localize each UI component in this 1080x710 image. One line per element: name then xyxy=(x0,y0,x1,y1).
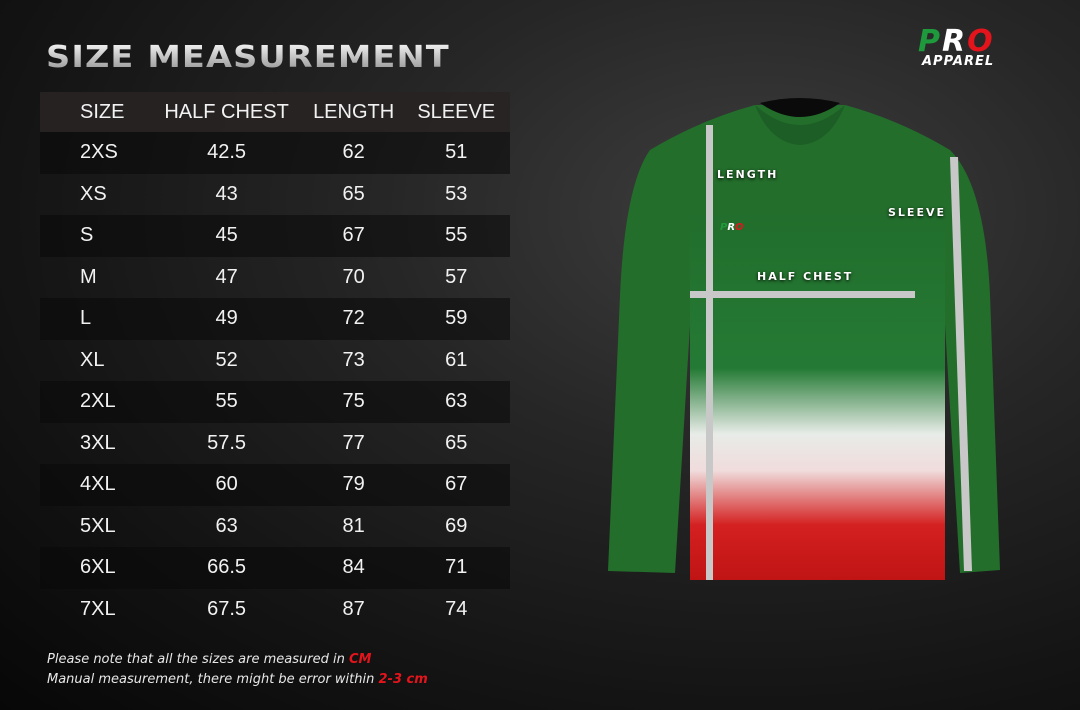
table-row: 4XL 60 79 67 xyxy=(40,464,510,506)
cell-half-chest: 43 xyxy=(215,182,238,205)
cell-sleeve: 55 xyxy=(445,224,468,247)
cell-size: L xyxy=(80,307,92,330)
table-row: XL 52 73 61 xyxy=(40,340,510,382)
cell-size: 3XL xyxy=(80,431,116,454)
cell-length: 81 xyxy=(342,514,365,537)
cell-sleeve: 51 xyxy=(445,141,468,164)
table-row: 3XL 57.5 77 65 xyxy=(40,423,510,465)
table-row: M 47 70 57 xyxy=(40,257,510,299)
cell-half-chest: 66.5 xyxy=(207,556,247,579)
cell-sleeve: 74 xyxy=(445,597,468,620)
cell-half-chest: 49 xyxy=(215,307,238,330)
cell-size: 6XL xyxy=(80,556,116,579)
cell-length: 65 xyxy=(342,182,365,205)
table-row: S 45 67 55 xyxy=(40,215,510,257)
cell-length: 77 xyxy=(342,431,365,454)
half-chest-label: HALF CHEST xyxy=(757,270,854,283)
table-row: 6XL 66.5 84 71 xyxy=(40,547,510,589)
units-highlight: CM xyxy=(348,652,372,667)
cell-sleeve: 61 xyxy=(445,348,468,371)
cell-size: 5XL xyxy=(80,514,116,537)
cell-length: 84 xyxy=(342,556,365,579)
logo-pro: PRO xyxy=(918,24,995,59)
cell-half-chest: 67.5 xyxy=(207,597,247,620)
size-table: SIZE HALF CHEST LENGTH SLEEVE 2XS 42.5 62 5… xyxy=(40,92,510,630)
cell-length: 67 xyxy=(342,224,365,247)
cell-length: 62 xyxy=(342,141,365,164)
cell-size: 2XS xyxy=(80,141,118,164)
brand-logo: PRO APPAREL xyxy=(918,24,1043,69)
shirt-illustration: PRO xyxy=(608,98,1000,580)
table-row: 7XL 67.5 87 74 xyxy=(40,589,510,631)
header-half-chest: HALF CHEST xyxy=(164,100,289,123)
cell-sleeve: 57 xyxy=(445,265,468,288)
cell-sleeve: 69 xyxy=(445,514,468,537)
error-highlight: 2-3 cm xyxy=(378,672,428,687)
page-title: SIZE MEASUREMENT xyxy=(46,40,450,75)
cell-half-chest: 60 xyxy=(215,473,238,496)
cell-length: 70 xyxy=(342,265,365,288)
sleeve-label: SLEEVE xyxy=(888,206,946,219)
cell-size: 2XL xyxy=(80,390,116,413)
table-row: 2XS 42.5 62 51 xyxy=(40,132,510,174)
cell-length: 75 xyxy=(342,390,365,413)
table-header: SIZE HALF CHEST LENGTH SLEEVE xyxy=(40,92,510,132)
table-row: XS 43 65 53 xyxy=(40,174,510,216)
cell-size: XL xyxy=(80,348,105,371)
cell-half-chest: 47 xyxy=(215,265,238,288)
header-sleeve: SLEEVE xyxy=(417,100,496,123)
note-error: Manual measurement, there might be error… xyxy=(47,672,428,687)
logo-apparel: APPAREL xyxy=(922,54,995,69)
cell-half-chest: 63 xyxy=(215,514,238,537)
cell-length: 73 xyxy=(342,348,365,371)
cell-half-chest: 55 xyxy=(215,390,238,413)
cell-half-chest: 45 xyxy=(215,224,238,247)
cell-size: M xyxy=(80,265,97,288)
cell-size: XS xyxy=(80,182,107,205)
table-row: 2XL 55 75 63 xyxy=(40,381,510,423)
cell-sleeve: 71 xyxy=(445,556,468,579)
cell-size: 7XL xyxy=(80,597,116,620)
cell-length: 79 xyxy=(342,473,365,496)
table-row: 5XL 63 81 69 xyxy=(40,506,510,548)
cell-sleeve: 63 xyxy=(445,390,468,413)
cell-sleeve: 53 xyxy=(445,182,468,205)
cell-sleeve: 65 xyxy=(445,431,468,454)
cell-half-chest: 42.5 xyxy=(207,141,247,164)
header-size: SIZE xyxy=(80,100,125,123)
cell-half-chest: 57.5 xyxy=(207,431,247,454)
cell-size: S xyxy=(80,224,94,247)
svg-text:PRO: PRO xyxy=(720,222,744,233)
cell-length: 72 xyxy=(342,307,365,330)
table-row: L 49 72 59 xyxy=(40,298,510,340)
cell-half-chest: 52 xyxy=(215,348,238,371)
cell-size: 4XL xyxy=(80,473,116,496)
header-length: LENGTH xyxy=(313,100,395,123)
cell-sleeve: 59 xyxy=(445,307,468,330)
length-label: LENGTH xyxy=(717,168,779,181)
note-units: Please note that all the sizes are measu… xyxy=(47,652,372,667)
cell-length: 87 xyxy=(342,597,365,620)
cell-sleeve: 67 xyxy=(445,473,468,496)
